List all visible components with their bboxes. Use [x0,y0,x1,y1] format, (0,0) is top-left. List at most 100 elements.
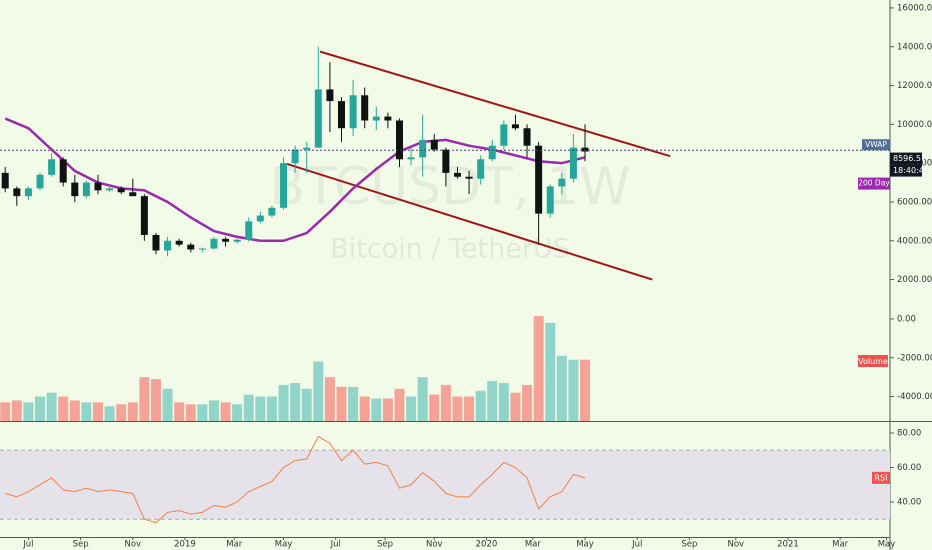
volume-bar [371,398,382,421]
candle-body [291,149,299,164]
candle-body [523,128,531,146]
candle-body [453,172,461,177]
volume-bar [116,404,127,421]
candle-body [222,238,230,242]
last-price-label: 8596.57 [893,154,926,163]
x-tick-label: Mar [832,540,849,550]
volume-bar [522,384,533,421]
candle-body [106,188,114,191]
candle-body [210,238,218,249]
volume-bar [429,394,440,421]
volume-label-box [858,355,888,367]
volume-bar [81,402,92,421]
volume-bar [336,386,347,421]
volume-bar [324,377,335,421]
volume-bar [359,396,370,421]
volume-bar [185,404,196,421]
candle-body [59,159,67,183]
candle-body [129,192,137,197]
candle-body [477,159,485,179]
volume-bar [174,402,185,421]
volume-bar [394,388,405,421]
y-tick-label: 12000.00 [897,81,932,91]
y-tick-label: 16000.00 [897,3,932,13]
volume-bar [208,400,219,421]
candle-body [419,139,427,158]
candle-body [338,101,346,129]
x-tick-label: Nov [124,540,141,550]
volume-bar [568,359,579,421]
x-tick-label: 2021 [777,540,799,550]
rsi-label: RSI [875,473,888,482]
candle-body [164,240,172,251]
candle-body [245,221,253,240]
y-tick-label: 80.00 [897,429,921,439]
y-tick-label: -2000.00 [897,353,932,363]
volume-bar [197,404,208,421]
volume-bar [266,396,277,421]
volume-bar [313,361,324,421]
volume-bar [406,396,417,421]
candle-body [535,145,543,214]
candle-body [1,172,9,189]
volume-bar [220,402,231,421]
last-price-box [890,152,922,165]
y-tick-label: 2000.00 [897,275,932,285]
countdown-box [890,164,922,177]
x-tick-label: Sep [377,540,393,550]
channel-line [286,162,653,281]
candle-body [233,239,241,242]
candle-body [488,145,496,160]
volume-label: Volume [858,357,888,366]
candle-body [407,157,415,160]
candle-body [117,188,125,193]
candle-body [13,188,21,197]
x-tick-label: Nov [727,540,744,550]
volume-bar [69,400,80,421]
rsi-line [5,435,586,524]
x-tick-label: Jul [631,540,642,550]
channel-line [319,50,671,158]
volume-bar [533,316,544,421]
y-tick-label: 60.00 [897,463,921,473]
ma-label: 200 Day [858,179,890,188]
volume-bar [440,384,451,421]
candle-body [546,186,554,214]
volume-bar [510,392,521,421]
volume-bar [348,386,359,421]
y-tick-label: 10000.00 [897,120,932,130]
x-tick-label: Mar [226,540,243,550]
volume-bar [498,382,509,421]
x-tick-label: 2020 [476,540,498,550]
volume-bar [243,394,254,421]
candle-body [349,95,357,129]
volume-bar [58,396,69,421]
volume-bar [11,400,22,421]
candle-body [361,95,369,121]
volume-bar [301,388,312,421]
volume-bar [487,381,498,421]
candle-body [465,176,473,179]
x-tick-label: Jul [330,540,341,550]
ma-label-box [858,177,890,190]
x-tick-label: Sep [73,540,89,550]
candle-body [71,182,79,197]
candle-body [268,207,276,216]
candle-body [511,124,519,129]
y-tick-label: 40.00 [897,498,921,508]
candle-body [94,182,102,191]
volume-bar [475,390,486,421]
x-tick-label: Jul [22,540,33,550]
candle-body [395,120,403,160]
volume-bar [278,384,289,421]
candle-body [372,116,380,121]
volume-bar [35,396,46,421]
x-tick-label: Nov [426,540,443,550]
volume-bar [580,359,591,421]
vwap-label: VWAP [865,140,887,149]
moving-average [4,117,586,243]
candle-body [82,182,90,197]
candle-body [384,116,392,121]
volume-bar [417,377,428,421]
candle-body [581,147,589,152]
